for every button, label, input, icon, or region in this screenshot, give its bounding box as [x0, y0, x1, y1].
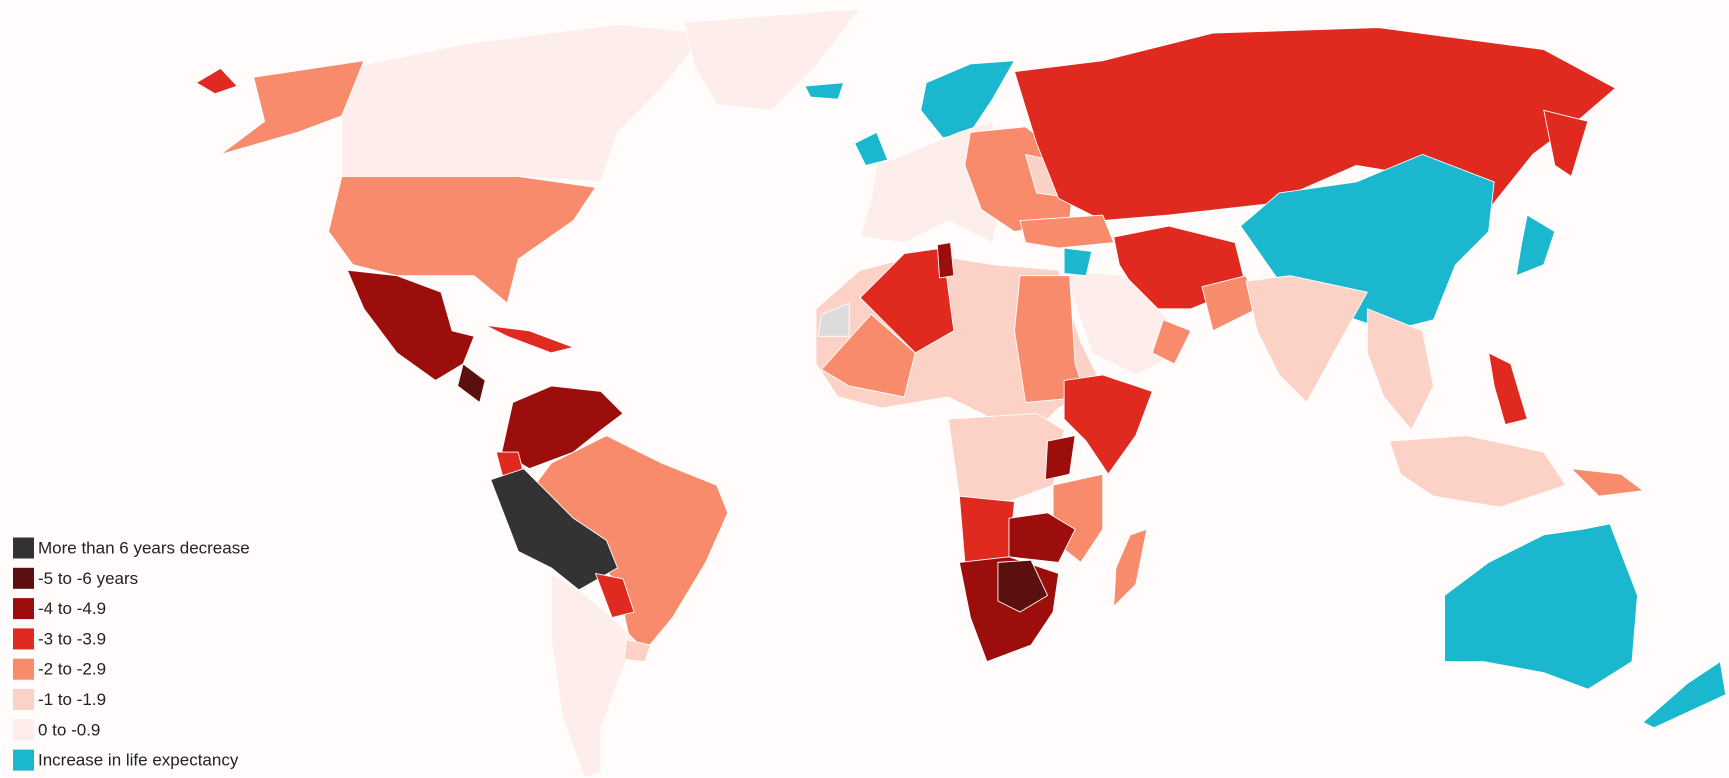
legend-label: More than 6 years decrease [38, 538, 250, 557]
legend-label: -1 to -1.9 [38, 690, 106, 709]
mexico [346, 269, 475, 381]
papua [1570, 468, 1644, 497]
western-sahara [817, 302, 850, 337]
angola [958, 495, 1015, 563]
algeria [859, 247, 955, 354]
zambia [1008, 512, 1076, 563]
kamchatka [1543, 109, 1589, 177]
legend-label: -3 to -3.9 [38, 629, 106, 648]
caribbean [484, 324, 574, 354]
legend-label: -2 to -2.9 [38, 660, 106, 679]
levant [1063, 247, 1093, 277]
legend-swatch [13, 567, 34, 589]
legend-label: -4 to -4.9 [38, 599, 106, 618]
uruguay [623, 639, 652, 663]
greenland [683, 8, 861, 111]
uganda [1044, 435, 1076, 481]
argentina-chile [550, 572, 635, 778]
legend-swatch [13, 537, 34, 559]
legend-swatch [13, 749, 34, 771]
botswana-lesotho [997, 559, 1049, 613]
scandinavia [920, 60, 1015, 139]
legend-swatch [13, 719, 34, 741]
legend-label: -5 to -6 years [38, 569, 138, 588]
central-america [457, 363, 486, 403]
alaska [220, 60, 365, 155]
india [1245, 275, 1368, 403]
madagascar [1113, 528, 1148, 607]
legend: More than 6 years decrease -5 to -6 years… [13, 537, 250, 771]
turkey-caucasus [1019, 214, 1115, 249]
uk-ireland [854, 131, 889, 166]
legend-swatch [13, 689, 34, 710]
legend-swatch [13, 598, 34, 620]
australia [1444, 523, 1638, 690]
peru-bolivia [490, 468, 618, 591]
legend-swatch [13, 658, 34, 680]
southeast-asia [1366, 308, 1434, 431]
paraguay [595, 572, 635, 618]
legend-swatch [13, 628, 34, 650]
new-zealand [1642, 661, 1727, 729]
usa [328, 175, 596, 304]
horn-of-africa [1063, 374, 1153, 475]
japan [1515, 214, 1556, 277]
legend-label: 0 to -0.9 [38, 720, 100, 739]
philippines [1488, 352, 1528, 425]
alaska-west [195, 67, 238, 95]
canada [330, 23, 707, 183]
tunisia [936, 242, 955, 279]
countries [195, 8, 1727, 778]
legend-label: Increase in life expectancy [38, 751, 239, 770]
west-africa [821, 313, 916, 398]
indonesia [1388, 435, 1567, 508]
oman [1151, 319, 1192, 365]
iceland [804, 82, 845, 100]
